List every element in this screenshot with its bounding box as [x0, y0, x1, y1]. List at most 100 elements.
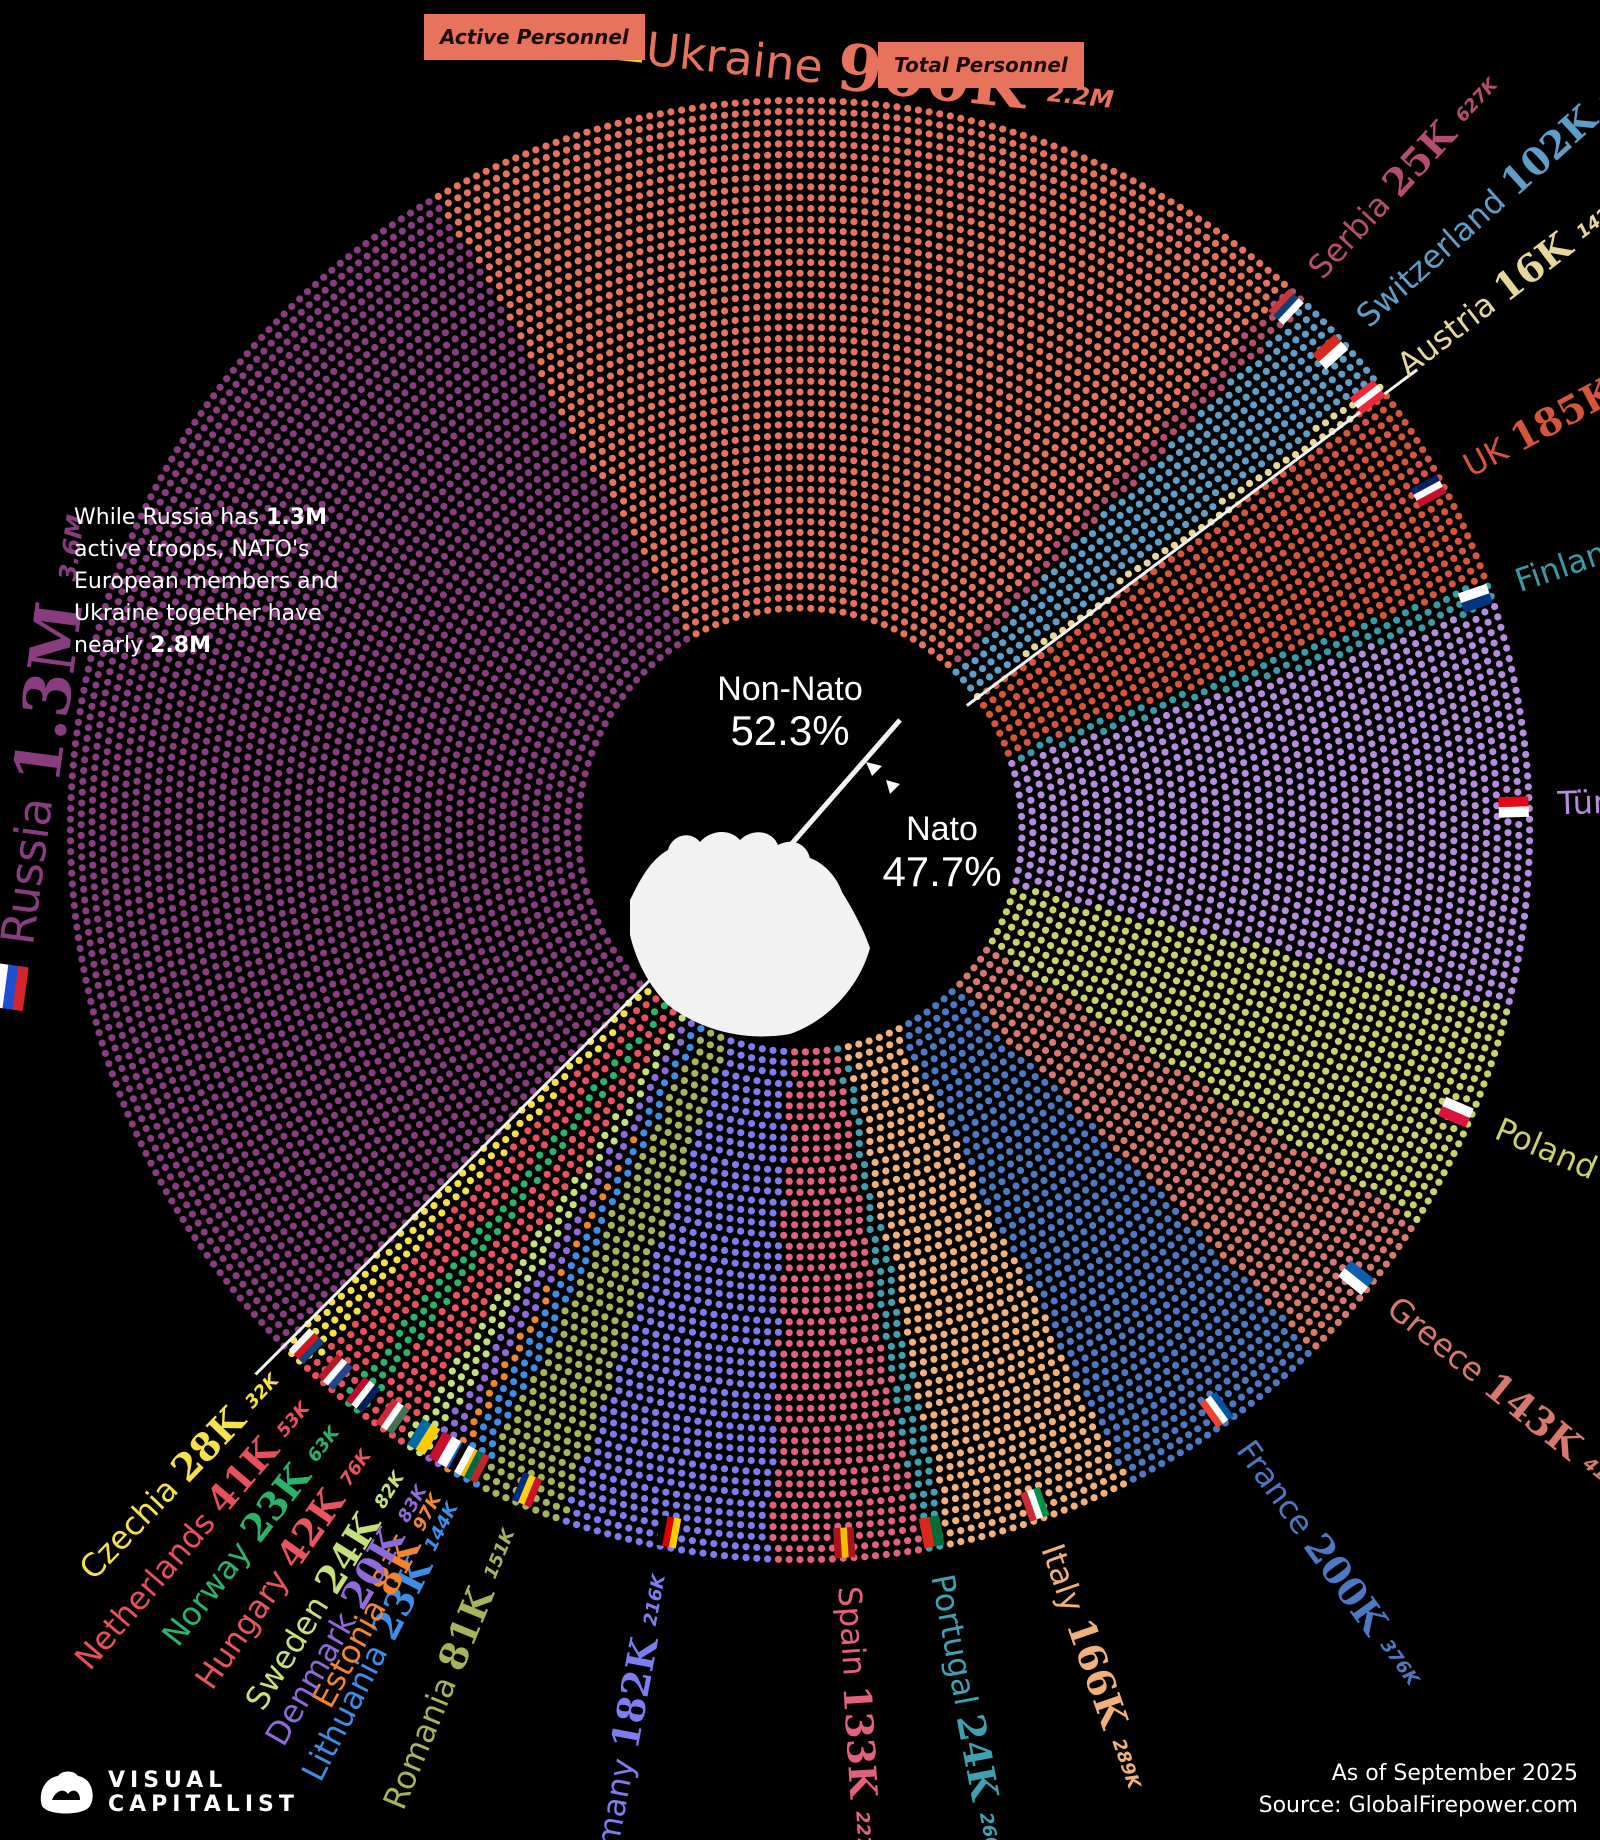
dot — [379, 1087, 387, 1095]
dot — [364, 756, 372, 764]
dot — [271, 721, 279, 729]
dot — [211, 1164, 219, 1172]
dot — [355, 957, 363, 965]
dot — [796, 496, 804, 504]
dot — [349, 972, 357, 981]
dot — [195, 984, 203, 992]
dot — [774, 594, 783, 602]
dot — [555, 961, 563, 969]
dot — [296, 772, 304, 780]
dot — [488, 545, 497, 553]
dot — [763, 422, 772, 430]
dot — [615, 590, 623, 598]
dot — [126, 678, 134, 687]
dot — [336, 1211, 344, 1219]
dot — [120, 552, 128, 560]
dot — [384, 389, 392, 398]
dot — [363, 1059, 371, 1067]
dot — [968, 583, 976, 591]
dot — [278, 653, 286, 661]
dot — [308, 1261, 316, 1269]
dot — [563, 898, 571, 906]
dot — [199, 652, 207, 661]
dot — [288, 1165, 296, 1173]
dot — [371, 783, 379, 791]
dot — [679, 506, 688, 514]
dot — [330, 521, 338, 530]
dot — [287, 1236, 295, 1244]
dot — [617, 616, 625, 624]
dot — [319, 1068, 327, 1076]
dot — [260, 978, 269, 987]
dot — [258, 1286, 266, 1294]
dot — [247, 645, 255, 653]
dot — [283, 853, 291, 861]
dot — [86, 939, 94, 947]
dot — [284, 1250, 292, 1258]
dot — [492, 955, 500, 964]
dot — [291, 1258, 299, 1266]
dot — [284, 788, 292, 796]
dot — [555, 716, 563, 724]
dot — [351, 457, 359, 465]
dot — [659, 491, 667, 499]
dot — [187, 1165, 195, 1173]
dot — [280, 1062, 288, 1070]
dot — [297, 474, 305, 482]
dot — [586, 393, 595, 401]
dot — [818, 410, 826, 418]
dot — [403, 1019, 411, 1028]
dot — [262, 861, 270, 869]
dot — [333, 445, 341, 453]
dot — [861, 382, 869, 390]
dot — [427, 686, 435, 694]
dot — [194, 1020, 202, 1028]
dot — [546, 520, 554, 529]
dot — [166, 775, 174, 783]
dot — [312, 1143, 320, 1151]
dot — [472, 1104, 480, 1112]
dot — [753, 434, 761, 442]
dot — [742, 479, 750, 487]
dot — [871, 329, 880, 337]
dot — [220, 1030, 228, 1038]
dot — [742, 337, 750, 345]
dot — [570, 687, 578, 695]
dot — [742, 457, 750, 465]
dot — [306, 479, 315, 487]
dot — [145, 761, 153, 769]
dot — [370, 1151, 378, 1159]
dot — [333, 1135, 341, 1143]
dot — [293, 928, 301, 936]
dot — [564, 839, 572, 848]
dot — [785, 561, 793, 569]
dot — [388, 698, 396, 706]
dot — [497, 904, 506, 912]
dot — [276, 486, 284, 494]
dot — [483, 722, 491, 730]
dot — [520, 826, 528, 834]
dot — [166, 581, 175, 589]
dot — [538, 394, 547, 402]
dot — [712, 621, 720, 629]
dot — [384, 290, 392, 298]
dot — [382, 874, 390, 883]
dot — [492, 412, 500, 420]
dot — [213, 1246, 221, 1254]
dot — [753, 531, 761, 540]
dot — [177, 1192, 185, 1200]
dot — [105, 920, 113, 929]
dot — [401, 591, 409, 600]
dot — [272, 472, 280, 480]
dot — [449, 508, 457, 516]
dot — [207, 989, 215, 997]
dot — [418, 604, 427, 612]
dot — [546, 1057, 554, 1065]
dot — [313, 917, 321, 925]
dot — [753, 444, 761, 452]
dot — [262, 796, 270, 804]
dot — [818, 475, 826, 483]
dot — [524, 469, 533, 477]
dot — [175, 791, 183, 799]
dot — [233, 756, 241, 764]
